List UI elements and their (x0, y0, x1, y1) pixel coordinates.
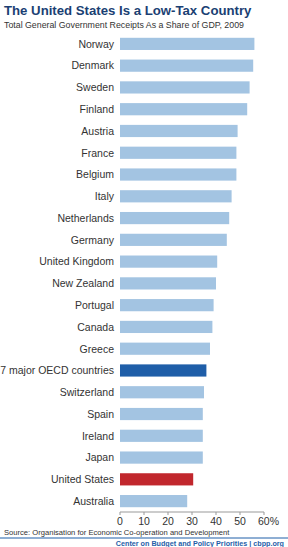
bar (120, 277, 216, 289)
bar (120, 60, 253, 72)
bar (120, 38, 254, 50)
bars (120, 38, 254, 507)
footer: Center on Budget and Policy Priorities |… (116, 539, 284, 547)
bar (120, 495, 187, 507)
category-label: Australia (73, 495, 114, 507)
bar (120, 451, 203, 463)
bar (120, 343, 210, 355)
category-labels: Norway Denmark Sweden Finland Austria France B… (0, 38, 115, 507)
category-label: Spain (87, 408, 114, 420)
category-label: Austria (81, 125, 114, 137)
category-label: Italy (95, 190, 115, 202)
category-label: Ireland (82, 430, 114, 442)
category-label: Japan (85, 451, 114, 463)
bar (120, 364, 206, 376)
chart: The United States Is a Low-Tax Country To… (0, 0, 288, 547)
category-label: Norway (78, 38, 114, 50)
bar (120, 430, 203, 442)
tick-label: 40 (210, 515, 222, 527)
category-label: United Kingdom (39, 255, 114, 267)
tick-label: 0 (117, 515, 123, 527)
bar (120, 168, 236, 180)
category-label: Portugal (75, 299, 114, 311)
bar (120, 386, 204, 398)
category-label: Finland (80, 103, 115, 115)
category-label: Germany (71, 234, 115, 246)
bar (120, 256, 217, 268)
tick-label: 60% (258, 515, 279, 527)
tick-label: 50 (234, 515, 246, 527)
source: Source: Organisation for Economic Co-ope… (4, 528, 230, 537)
category-label: Sweden (76, 81, 114, 93)
tick-label: 20 (162, 515, 174, 527)
x-axis: 0 10 20 30 40 50 60% (117, 512, 279, 527)
category-label: France (81, 147, 114, 159)
category-label: Netherlands (57, 212, 114, 224)
bar (120, 473, 193, 485)
category-label: Belgium (76, 168, 114, 180)
bar (120, 125, 238, 137)
bar (120, 147, 236, 159)
tick-label: 30 (186, 515, 198, 527)
bar (120, 212, 229, 224)
subtitle: Total General Government Receipts As a S… (4, 20, 244, 30)
bar (120, 190, 232, 202)
category-label: Greece (80, 343, 115, 355)
category-label: 7 major OECD countries (0, 364, 114, 376)
category-label: New Zealand (52, 277, 114, 289)
bar (120, 408, 203, 420)
bar (120, 103, 247, 115)
bar (120, 299, 214, 311)
bar (120, 321, 212, 333)
bar (120, 81, 250, 93)
category-label: Switzerland (60, 386, 114, 398)
bar (120, 234, 227, 246)
tick-label: 10 (138, 515, 150, 527)
category-label: Canada (77, 321, 114, 333)
category-label: United States (51, 473, 114, 485)
title: The United States Is a Low-Tax Country (4, 3, 252, 18)
category-label: Denmark (71, 59, 114, 71)
